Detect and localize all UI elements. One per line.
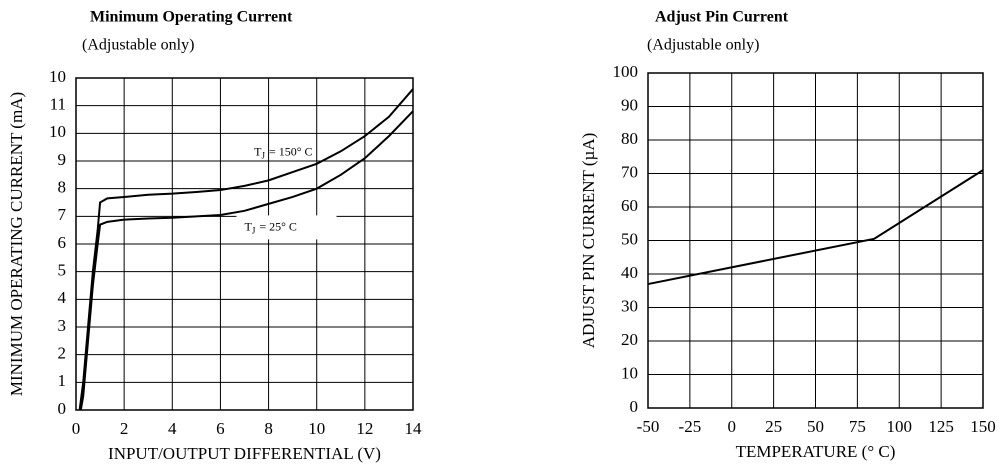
x-tick-label: 125 — [928, 417, 954, 436]
x-axis-label: INPUT/OUTPUT DIFFERENTIAL (V) — [108, 444, 381, 463]
y-tick-label: 6 — [58, 233, 67, 252]
x-tick-label: 14 — [405, 419, 423, 438]
annotation-subscript: J — [252, 225, 256, 235]
x-tick-label: 8 — [264, 419, 273, 438]
x-tick-label: 150 — [970, 417, 996, 436]
y-tick-label: 10 — [621, 363, 638, 382]
y-tick-label: 0 — [630, 397, 639, 416]
y-tick-label: 0 — [58, 399, 67, 418]
chart-subtitle: (Adjustable only) — [647, 37, 759, 54]
annotation-symbol: T — [245, 219, 253, 233]
y-axis-label: ADJUST PIN CURRENT (µA) — [579, 133, 598, 349]
y-tick-label: 2 — [58, 344, 67, 363]
x-tick-label: 25 — [765, 417, 782, 436]
x-axis-label: TEMPERATURE (° C) — [736, 442, 896, 461]
x-tick-label: 4 — [168, 419, 177, 438]
x-tick-label: -50 — [637, 417, 660, 436]
annotation-symbol: T — [254, 144, 262, 158]
y-tick-label: 1 — [58, 371, 67, 390]
x-tick-label: 6 — [216, 419, 225, 438]
data-line — [647, 169, 984, 286]
y-tick-label: 20 — [621, 330, 638, 349]
x-tick-label: 75 — [849, 417, 866, 436]
x-tick-label: 12 — [356, 419, 373, 438]
y-tick-label: 40 — [621, 263, 638, 282]
y-axis-label: MINIMUM OPERATING CURRENT (mA) — [7, 92, 26, 396]
annotation-bg — [236, 215, 337, 240]
y-tick-label: 8 — [58, 178, 67, 197]
y-tick-label: 4 — [58, 288, 67, 307]
annotation-subscript: J — [261, 151, 265, 161]
y-tick-label: 10 — [49, 122, 66, 141]
y-tick-label: 70 — [621, 162, 638, 181]
chart-title: Minimum Operating Current — [90, 9, 293, 26]
y-tick-label: 100 — [613, 62, 639, 81]
y-tick-label: 90 — [621, 95, 638, 114]
y-tick-label: 9 — [58, 150, 67, 169]
data-line — [79, 110, 414, 411]
x-tick-label: 50 — [807, 417, 824, 436]
y-tick-label: 3 — [58, 316, 67, 335]
chart-subtitle: (Adjustable only) — [82, 37, 194, 54]
y-tick-label: 60 — [621, 196, 638, 215]
plot-frame — [75, 77, 414, 411]
y-tick-label: 11 — [50, 95, 66, 114]
chart-title: Adjust Pin Current — [655, 9, 789, 26]
x-tick-label: 100 — [887, 417, 913, 436]
y-tick-label: 50 — [621, 229, 638, 248]
y-tick-label: 7 — [58, 205, 67, 224]
x-tick-label: 2 — [120, 419, 129, 438]
annotation: TJ = 25° C — [245, 219, 297, 235]
y-tick-label: 10 — [49, 67, 66, 86]
annotation-text: = 25° C — [259, 219, 297, 233]
y-tick-label: 80 — [621, 129, 638, 148]
plot-frame — [647, 72, 984, 409]
data-line — [78, 88, 414, 411]
annotation: TJ = 150° C — [254, 144, 312, 160]
y-tick-label: 5 — [58, 261, 67, 280]
x-tick-label: 0 — [728, 417, 737, 436]
annotation-text: = 150° C — [269, 144, 313, 158]
y-tick-label: 30 — [621, 296, 638, 315]
x-tick-label: 10 — [308, 419, 325, 438]
x-tick-label: -25 — [679, 417, 702, 436]
x-tick-label: 0 — [72, 419, 81, 438]
